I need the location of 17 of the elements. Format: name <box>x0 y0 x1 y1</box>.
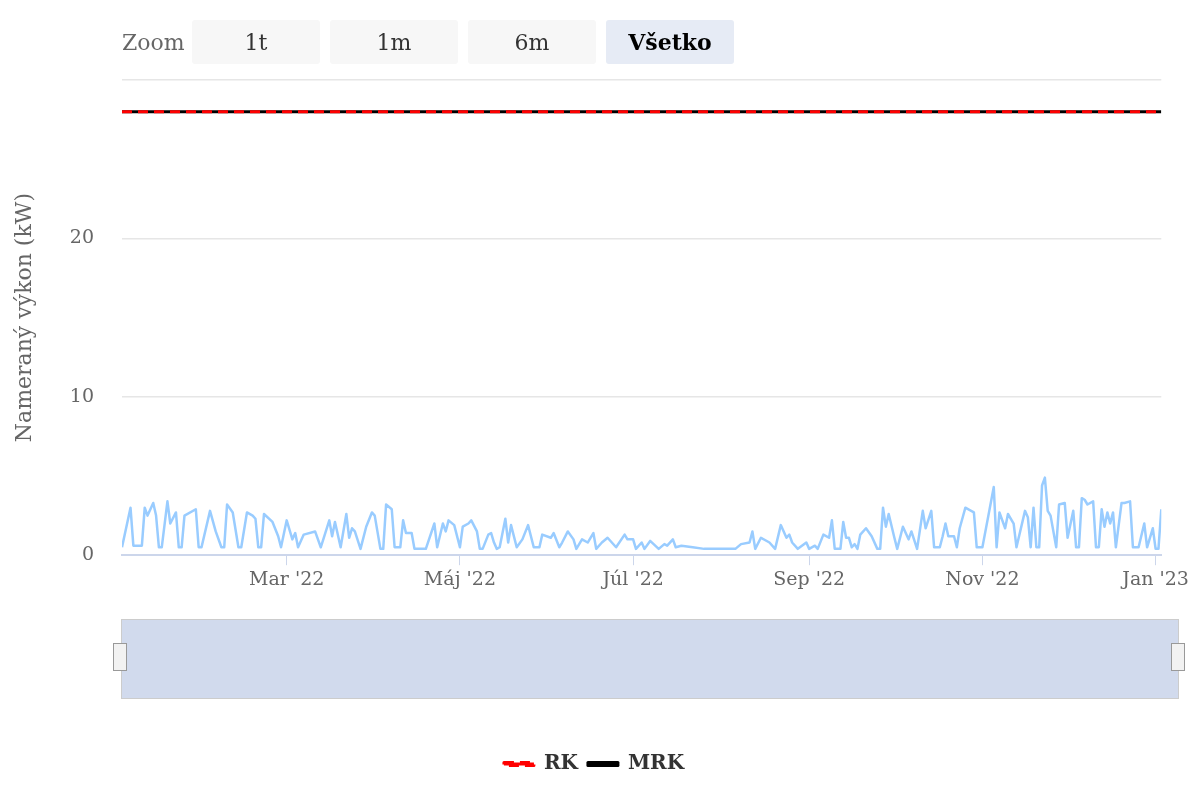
x-tick-label: Mar '22 <box>249 566 325 589</box>
y-axis-title: Nameraný výkon (kW) <box>10 193 36 443</box>
legend-label: RK <box>543 750 579 775</box>
zoom-button: 1m <box>330 20 458 64</box>
x-tick-label: Jan '23 <box>1120 566 1189 589</box>
legend-label: MRK <box>627 750 685 775</box>
x-tick-label: Máj '22 <box>423 566 496 589</box>
y-tick-label: 10 <box>69 383 94 406</box>
x-tick-label: Júl '22 <box>600 566 664 589</box>
zoom-button: Všetko <box>606 20 734 64</box>
zoom-button: 6m <box>468 20 596 64</box>
y-tick-label: 0 <box>81 542 94 565</box>
text: Zoom <box>122 30 185 55</box>
x-tick-label: Nov '22 <box>945 566 1020 589</box>
zoom-button: 1t <box>192 20 320 64</box>
x-tick-label: Sep '22 <box>773 566 846 589</box>
y-tick-label: 20 <box>69 225 94 248</box>
